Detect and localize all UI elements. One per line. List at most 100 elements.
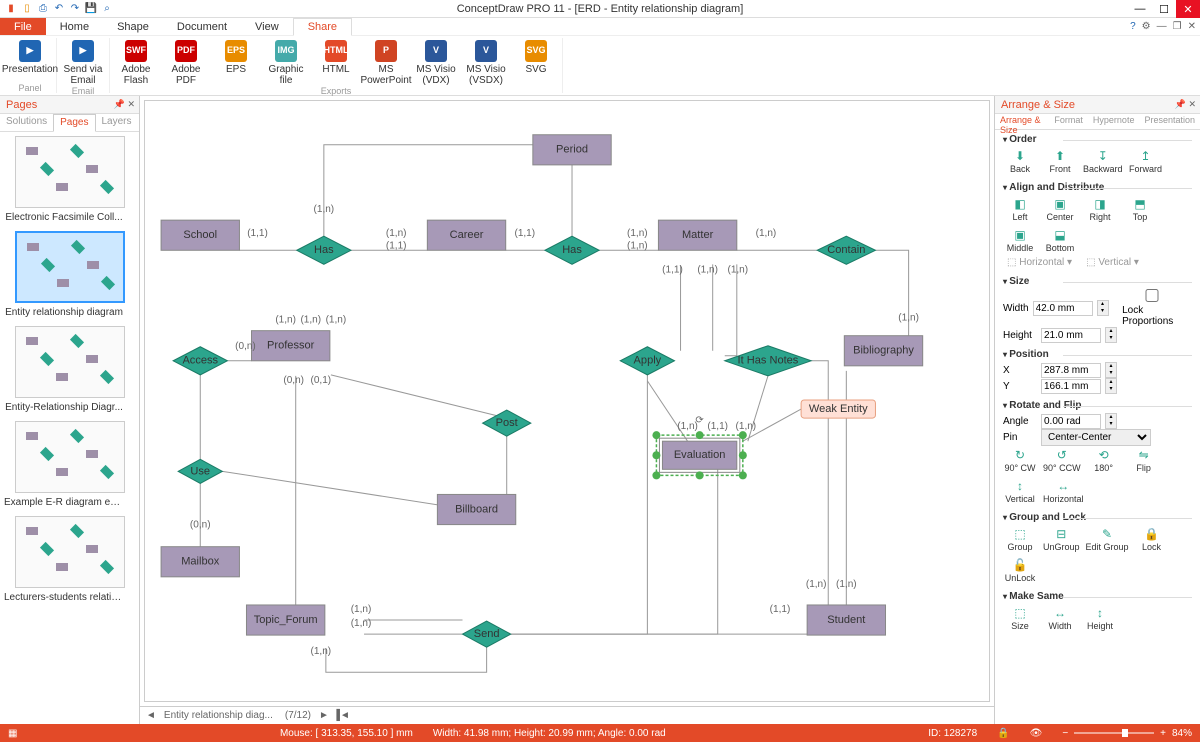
ribbon-presentation[interactable]: ▶Presentation — [6, 38, 54, 75]
width-down-icon[interactable]: ▾ — [1098, 308, 1108, 315]
ribbon-eps[interactable]: EPSEPS — [212, 38, 260, 86]
align-center[interactable]: ▣Center — [1043, 197, 1077, 222]
tab-scroll-left-icon[interactable]: ◄ — [146, 710, 156, 721]
tab-scroll-right-icon[interactable]: ► — [319, 710, 329, 721]
pages-tab-solutions[interactable]: Solutions — [0, 114, 53, 131]
minimize-button[interactable]: — — [1128, 0, 1152, 18]
height-down-icon[interactable]: ▾ — [1106, 335, 1116, 342]
makesame-width[interactable]: ↔Width — [1043, 606, 1077, 631]
height-up-icon[interactable]: ▴ — [1106, 328, 1116, 335]
ribbon-html[interactable]: HTMLHTML — [312, 38, 360, 86]
align-right[interactable]: ◨Right — [1083, 197, 1117, 222]
order-front[interactable]: ⬆Front — [1043, 149, 1077, 174]
width-input[interactable] — [1033, 301, 1093, 316]
status-view-icon[interactable]: 👁 — [1030, 728, 1043, 739]
align-middle[interactable]: ▣Middle — [1003, 228, 1037, 253]
x-input[interactable] — [1041, 363, 1101, 378]
ribbon-graphic-file[interactable]: IMGGraphic file — [262, 38, 310, 86]
ribbon-adobe-pdf[interactable]: PDFAdobe PDF — [162, 38, 210, 86]
distribute-v[interactable]: ⬚ Vertical ▾ — [1086, 257, 1139, 268]
arrange-tab-format[interactable]: Format — [1049, 114, 1088, 129]
ribbon-send-via-email[interactable]: ▶Send via Email — [59, 38, 107, 86]
close-button[interactable]: ✕ — [1176, 0, 1200, 18]
qa-open-icon[interactable]: ▯ — [20, 2, 34, 16]
pages-tab-pages[interactable]: Pages — [53, 114, 95, 132]
status-page-icon[interactable]: ▦ — [8, 728, 17, 739]
zoom-in-icon[interactable]: + — [1160, 728, 1166, 739]
qa-new-icon[interactable]: ▮ — [4, 2, 18, 16]
section-group[interactable]: Group and Lock — [1003, 510, 1192, 525]
page-thumb[interactable]: Electronic Facsimile Coll... — [4, 136, 135, 223]
close-panel-icon[interactable]: ✕ — [127, 99, 135, 109]
height-input[interactable] — [1041, 328, 1101, 343]
angle-input[interactable] — [1041, 414, 1101, 429]
section-makesame[interactable]: Make Same — [1003, 589, 1192, 604]
align-bottom[interactable]: ⬓Bottom — [1043, 228, 1077, 253]
page-thumb[interactable]: Lecturers-students relatio... — [4, 516, 135, 603]
x-down-icon[interactable]: ▾ — [1106, 370, 1116, 377]
group-edit-group[interactable]: ✎Edit Group — [1086, 527, 1129, 552]
pin-icon[interactable]: 📌 — [114, 99, 125, 109]
y-input[interactable] — [1041, 379, 1101, 394]
group-unlock[interactable]: 🔓UnLock — [1003, 558, 1037, 583]
menu-document[interactable]: Document — [163, 18, 241, 35]
help-icon[interactable]: ? — [1130, 21, 1136, 32]
align-left[interactable]: ◧Left — [1003, 197, 1037, 222]
close2-icon[interactable]: ✕ — [1188, 21, 1196, 32]
rotate-90-ccw[interactable]: ↺90° CCW — [1043, 448, 1081, 473]
maximize-button[interactable]: ☐ — [1152, 0, 1176, 18]
section-order[interactable]: Order — [1003, 132, 1192, 147]
order-backward[interactable]: ↧Backward — [1083, 149, 1123, 174]
section-position[interactable]: Position — [1003, 347, 1192, 362]
qa-redo-icon[interactable]: ↷ — [68, 2, 82, 16]
group-ungroup[interactable]: ⊟UnGroup — [1043, 527, 1080, 552]
page-thumb[interactable]: Entity-Relationship Diagr... — [4, 326, 135, 413]
group-group[interactable]: ⬚Group — [1003, 527, 1037, 552]
canvas-tab[interactable]: Entity relationship diag... — [160, 710, 277, 721]
angle-down-icon[interactable]: ▾ — [1106, 421, 1116, 428]
ribbon-ms-visio-vdx-[interactable]: VMS Visio (VDX) — [412, 38, 460, 86]
zoom-slider[interactable] — [1074, 732, 1154, 734]
section-size[interactable]: Size — [1003, 274, 1192, 289]
y-down-icon[interactable]: ▾ — [1106, 386, 1116, 393]
ribbon-svg[interactable]: SVGSVG — [512, 38, 560, 86]
angle-up-icon[interactable]: ▴ — [1106, 414, 1116, 421]
menu-shape[interactable]: Shape — [103, 18, 163, 35]
pin-select[interactable]: Center-Center — [1041, 429, 1151, 446]
lock-proportions-checkbox[interactable] — [1122, 289, 1182, 302]
qa-undo-icon[interactable]: ↶ — [52, 2, 66, 16]
qa-save-icon[interactable]: ⎙ — [36, 2, 50, 16]
x-up-icon[interactable]: ▴ — [1106, 363, 1116, 370]
menu-share[interactable]: Share — [293, 18, 352, 36]
y-up-icon[interactable]: ▴ — [1106, 379, 1116, 386]
pages-tab-layers[interactable]: Layers — [96, 114, 138, 131]
rotate-vertical[interactable]: ↕Vertical — [1003, 479, 1037, 504]
page-thumb[interactable]: Entity relationship diagram — [4, 231, 135, 318]
rotate-horizontal[interactable]: ↔Horizontal — [1043, 479, 1084, 504]
ribbon-adobe-flash[interactable]: SWFAdobe Flash — [112, 38, 160, 86]
section-rotate[interactable]: Rotate and Flip — [1003, 398, 1192, 413]
align-top[interactable]: ⬒Top — [1123, 197, 1157, 222]
width-up-icon[interactable]: ▴ — [1098, 301, 1108, 308]
page-thumb[interactable]: Example E-R diagram ext... — [4, 421, 135, 508]
ribbon-ms-powerpoint[interactable]: PMS PowerPoint — [362, 38, 410, 86]
arrange-tab-presentation[interactable]: Presentation — [1139, 114, 1200, 129]
makesame-height[interactable]: ↕Height — [1083, 606, 1117, 631]
qa-print-icon[interactable]: ⌕ — [100, 2, 114, 16]
menu-view[interactable]: View — [241, 18, 293, 35]
zoom-out-icon[interactable]: − — [1062, 728, 1068, 739]
arrange-tab-hypernote[interactable]: Hypernote — [1088, 114, 1140, 129]
rotate-flip[interactable]: ⇋Flip — [1127, 448, 1161, 473]
min2-icon[interactable]: — — [1157, 21, 1167, 32]
group-lock[interactable]: 🔒Lock — [1135, 527, 1169, 552]
ribbon-ms-visio-vsdx-[interactable]: VMS Visio (VSDX) — [462, 38, 510, 86]
pin-icon[interactable]: 📌 — [1175, 99, 1186, 109]
makesame-size[interactable]: ⬚Size — [1003, 606, 1037, 631]
qa-save2-icon[interactable]: 💾 — [84, 2, 98, 16]
status-lock-icon[interactable]: 🔒 — [997, 728, 1009, 739]
rotate-180-[interactable]: ⟲180° — [1087, 448, 1121, 473]
rotate-90-cw[interactable]: ↻90° CW — [1003, 448, 1037, 473]
distribute-h[interactable]: ⬚ Horizontal ▾ — [1007, 257, 1072, 268]
settings-icon[interactable]: ⚙ — [1142, 21, 1151, 32]
menu-file[interactable]: File — [0, 18, 46, 35]
